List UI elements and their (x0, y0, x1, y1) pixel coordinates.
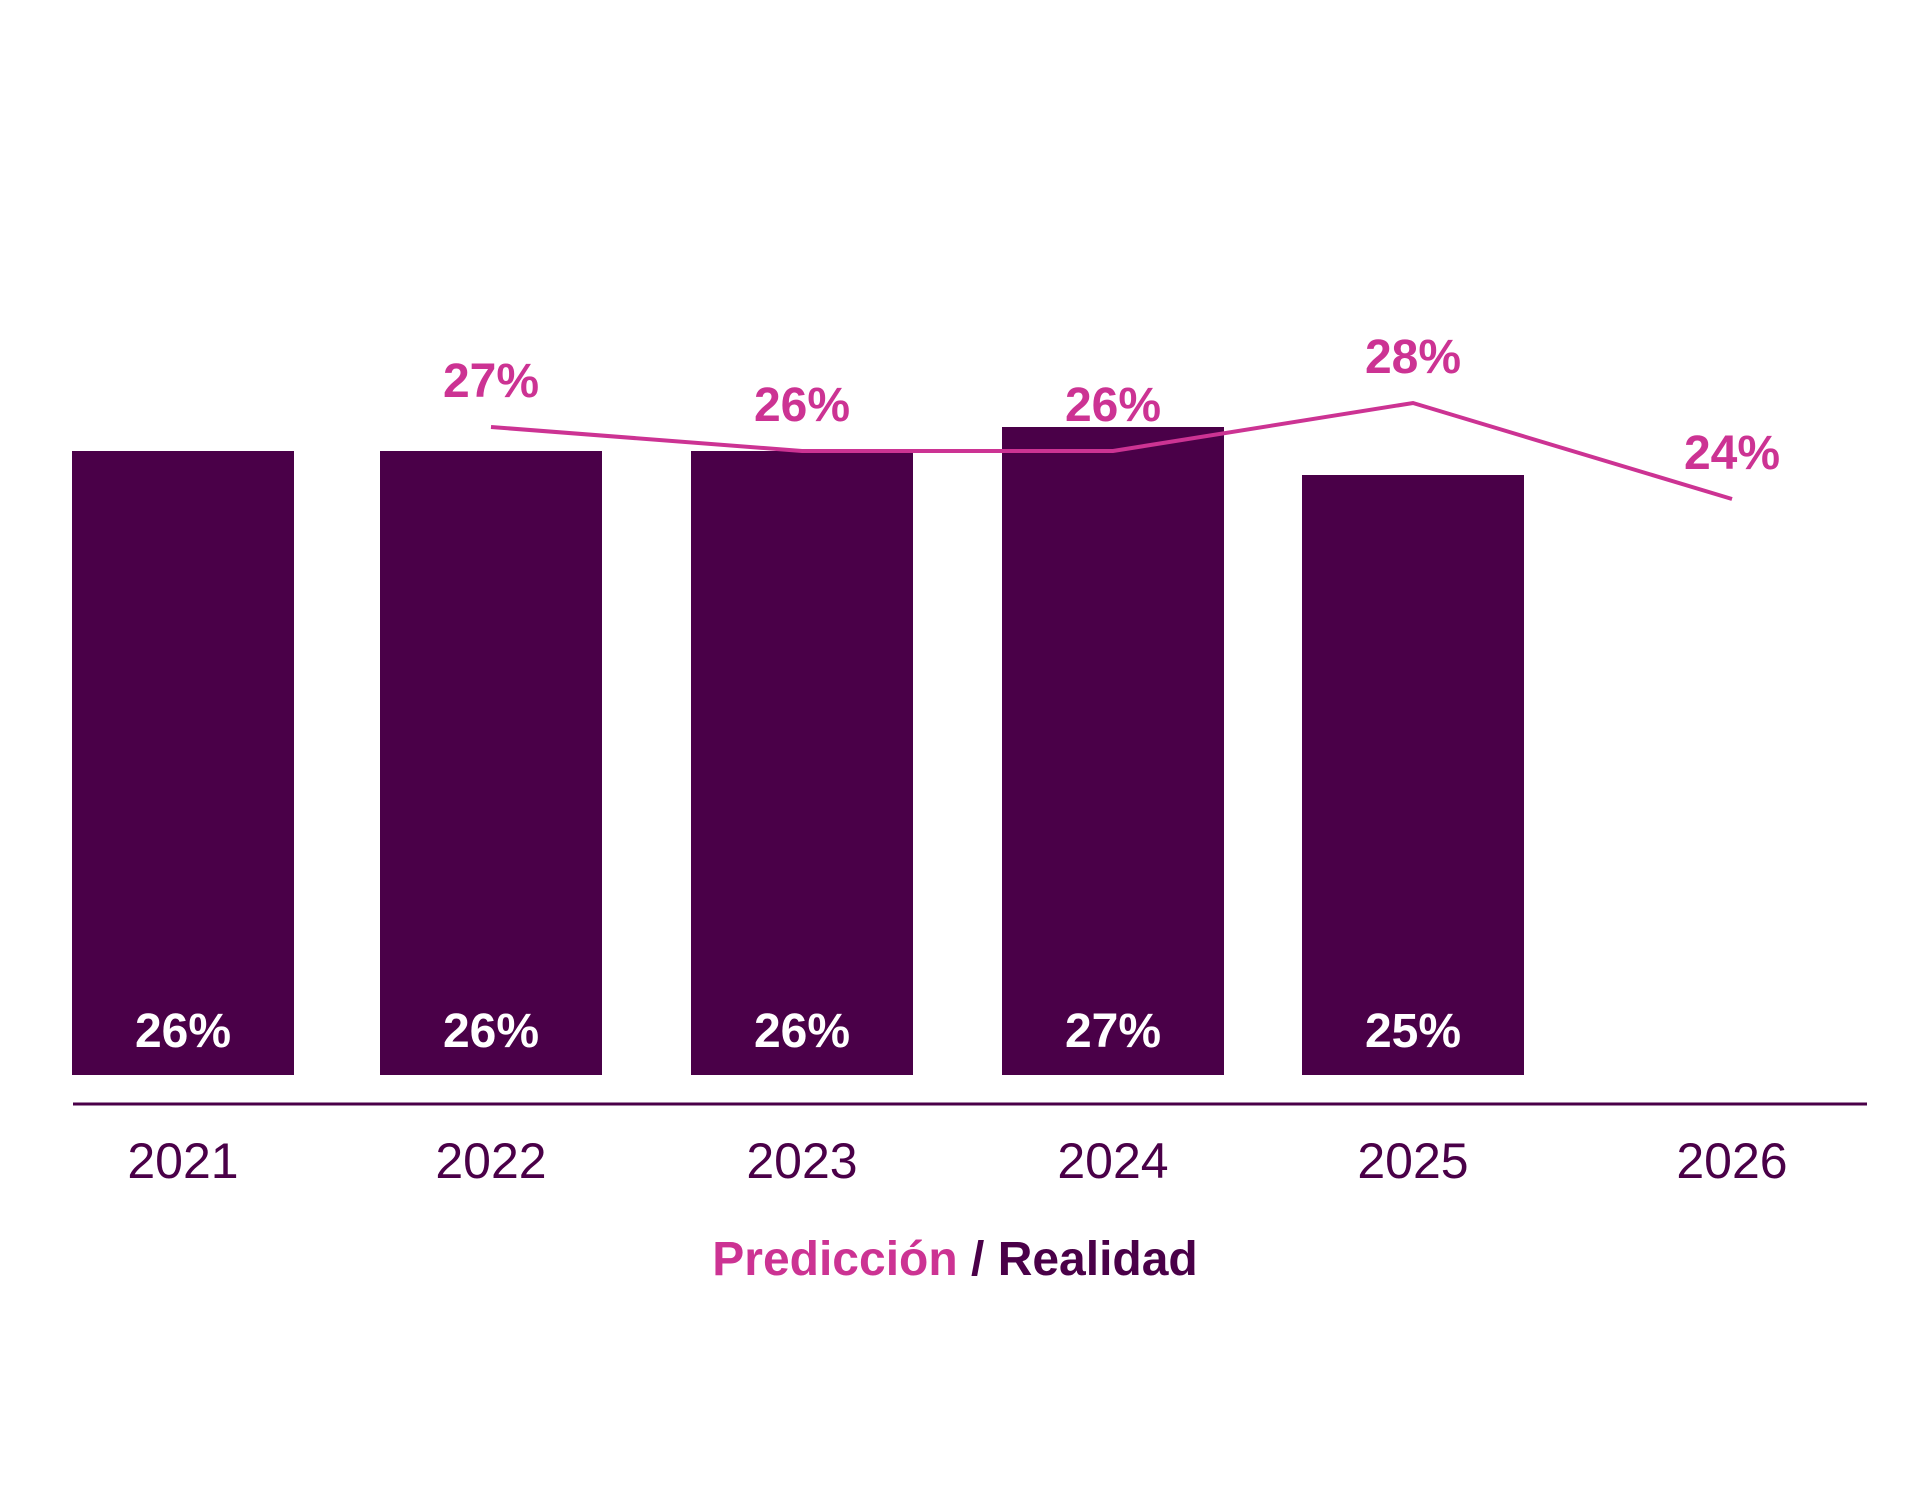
legend-separator: / (958, 1233, 998, 1286)
bar-value-label: 26% (754, 1005, 850, 1058)
prediction-value-label: 24% (1684, 427, 1780, 480)
x-axis-ticks: 2021 2022 2023 2024 2025 2026 (127, 1133, 1787, 1189)
prediction-value-label: 26% (1065, 379, 1161, 432)
x-tick-label: 2025 (1357, 1133, 1468, 1189)
bar (1302, 475, 1524, 1075)
x-tick-label: 2024 (1057, 1133, 1168, 1189)
prediction-value-label: 27% (443, 355, 539, 408)
bar (691, 451, 913, 1075)
x-tick-label: 2022 (435, 1133, 546, 1189)
x-tick-label: 2023 (746, 1133, 857, 1189)
legend-prediccion: Predicción (712, 1233, 957, 1286)
bar-value-label: 27% (1065, 1005, 1161, 1058)
x-tick-label: 2021 (127, 1133, 238, 1189)
bar-value-label: 26% (135, 1005, 231, 1058)
bar (380, 451, 602, 1075)
prediction-value-label: 26% (754, 379, 850, 432)
legend-realidad: Realidad (998, 1233, 1198, 1286)
bar (1002, 427, 1224, 1075)
prediction-series: 27% 26% 26% 28% 24% (443, 331, 1780, 501)
x-tick-label: 2026 (1676, 1133, 1787, 1189)
bars: 26% 26% 26% 27% 25% (72, 427, 1524, 1075)
bar (72, 451, 294, 1075)
prediction-value-label: 28% (1365, 331, 1461, 384)
bar-value-label: 25% (1365, 1005, 1461, 1058)
bar-value-label: 26% (443, 1005, 539, 1058)
legend: Predicción / Realidad (712, 1233, 1198, 1286)
